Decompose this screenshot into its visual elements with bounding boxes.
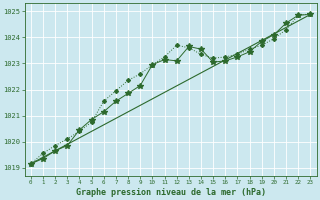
X-axis label: Graphe pression niveau de la mer (hPa): Graphe pression niveau de la mer (hPa) [76,188,266,197]
